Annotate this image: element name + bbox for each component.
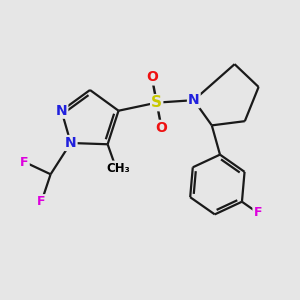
Text: F: F <box>254 206 262 219</box>
Text: N: N <box>188 93 200 107</box>
Text: F: F <box>20 155 29 169</box>
Text: N: N <box>65 136 76 150</box>
Text: O: O <box>146 70 158 84</box>
Text: N: N <box>56 104 67 118</box>
Text: CH₃: CH₃ <box>106 161 130 175</box>
Text: O: O <box>155 121 167 135</box>
Text: F: F <box>37 195 46 208</box>
Text: S: S <box>151 95 162 110</box>
